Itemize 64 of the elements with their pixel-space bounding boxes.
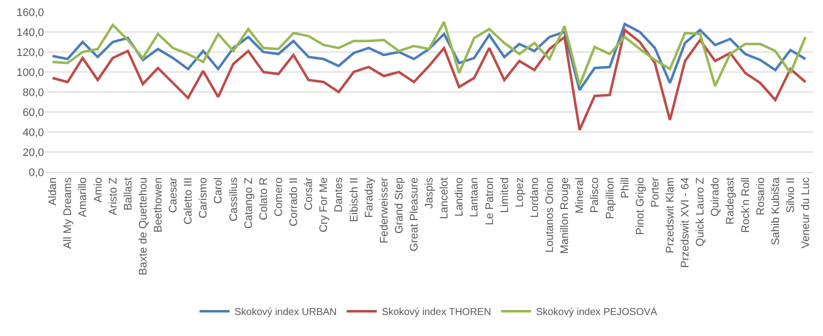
x-tick-label: Cassilius (228, 176, 240, 222)
y-tick-label: 40,0 (22, 126, 44, 139)
x-tick-label: Lancelot (438, 177, 451, 219)
y-tick-label: 20,0 (22, 146, 44, 159)
x-tick-label: Grand Step (393, 177, 406, 234)
x-tick-label: Przedswit XVI - 64 (680, 177, 692, 268)
x-tick-label: Corrado II (288, 177, 300, 226)
x-tick-label: Quick Lauro Z (694, 177, 707, 246)
y-tick-label: 120,0 (16, 46, 44, 59)
x-tick-label: Palisco (589, 177, 602, 213)
x-tick-label: Comero (272, 177, 285, 217)
x-tick-label: Rock'n Roll (740, 177, 752, 233)
x-tick-label: Veneur du Luc (800, 176, 812, 248)
x-tick-label: Baxte de Quettehou (137, 177, 150, 276)
y-tick-label: 80,0 (22, 86, 44, 99)
x-tick-label: Dantes (333, 176, 346, 212)
x-tick-label: Beethowen (152, 177, 165, 232)
x-tick-label: Radegast (724, 177, 737, 224)
line-series (51, 28, 807, 132)
x-tick-label: Amarillo (77, 177, 90, 218)
legend-label: Skokový index PEJOSOVÁ (536, 306, 658, 318)
legend-label: Skokový index THOREN (382, 307, 492, 318)
y-tick-label: 60,0 (22, 106, 44, 119)
x-tick-label: Przedswit Klam (664, 177, 677, 254)
x-tick-label: Aldan (47, 177, 60, 206)
x-tick-label: Faraday (363, 176, 376, 218)
x-tick-label: Eibisch II (348, 177, 360, 222)
x-tick-label: Landino (454, 177, 466, 217)
x-tick-label: Limited (498, 177, 511, 213)
x-tick-label: Quirado (710, 177, 722, 217)
x-tick-label: Lordano (528, 177, 541, 218)
x-tick-label: Lantaan (468, 177, 481, 218)
x-tick-label: Phill (619, 177, 632, 198)
legend-label: Skokový index URBAN (234, 307, 337, 318)
x-tick-label: Pinot Grigio (634, 177, 646, 235)
x-tick-label: Papillion (604, 177, 616, 219)
x-tick-label: Ballast (122, 177, 134, 210)
x-tick-label: Lopez (514, 177, 526, 208)
x-tick-label: Cry For Me (318, 177, 330, 232)
x-tick-label: Jaspis (424, 176, 436, 209)
y-tick-label: 100,0 (16, 66, 44, 79)
y-tick-label: 0,0 (28, 166, 44, 179)
y-tick-label: 160,0 (16, 6, 44, 19)
x-tick-label: Carismo (198, 177, 210, 218)
x-tick-label: Caesar (168, 177, 180, 213)
x-tick-label: Porter (649, 177, 662, 208)
x-tick-label: Mineral (574, 177, 586, 214)
x-tick-label: Corsár (303, 177, 316, 210)
x-tick-label: Sahib Kubišta (770, 176, 782, 246)
x-tick-label: Federweisser (378, 177, 390, 244)
x-tick-label: Caletto III (182, 177, 195, 224)
x-tick-label: All My Dreams (62, 176, 74, 249)
y-tick-label: 140,0 (16, 26, 44, 39)
x-tick-label: Carol (212, 177, 225, 204)
x-tick-label: Loutanos Orion (544, 177, 556, 253)
x-tick-label: Le Patron (484, 177, 496, 226)
x-tick-label: Rosario (754, 177, 767, 216)
x-tick-label: Great Pleasure (408, 177, 421, 252)
x-tick-label: Manillon Rouge (559, 177, 572, 254)
x-tick-label: Silvio II (784, 177, 797, 213)
x-tick-label: Aristo Z (107, 177, 120, 216)
x-tick-label: Amio (92, 177, 104, 202)
x-tick-label: Colato R (258, 177, 270, 220)
x-tick-label: Catango Z (242, 177, 255, 229)
